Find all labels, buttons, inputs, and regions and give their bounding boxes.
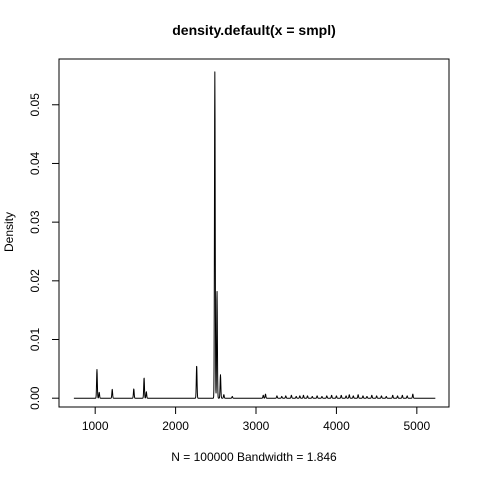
density-curve [74, 72, 435, 398]
y-axis-label: Density [2, 212, 16, 252]
x-axis: 1000 2000 3000 4000 5000 [82, 407, 431, 433]
y-tick-label: 0.03 [28, 210, 42, 234]
x-tick-label: 5000 [403, 419, 430, 433]
x-tick-label: 3000 [243, 419, 270, 433]
plot-frame [59, 59, 449, 407]
x-tick-label: 1000 [82, 419, 109, 433]
x-tick-label: 2000 [162, 419, 189, 433]
y-tick-label: 0.04 [28, 151, 42, 175]
y-tick-label: 0.05 [28, 93, 42, 117]
x-axis-label: N = 100000 Bandwidth = 1.846 [171, 450, 337, 464]
x-tick-label: 4000 [323, 419, 350, 433]
chart-title: density.default(x = smpl) [172, 22, 336, 38]
y-tick-label: 0.00 [28, 386, 42, 410]
y-tick-label: 0.02 [28, 269, 42, 293]
y-tick-label: 0.01 [28, 328, 42, 352]
y-axis: 0.00 0.01 0.02 0.03 0.04 0.05 [28, 93, 59, 410]
